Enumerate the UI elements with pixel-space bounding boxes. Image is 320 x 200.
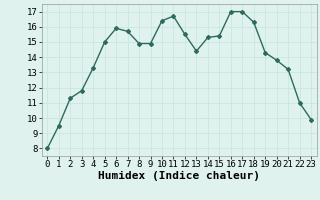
X-axis label: Humidex (Indice chaleur): Humidex (Indice chaleur) (98, 171, 260, 181)
